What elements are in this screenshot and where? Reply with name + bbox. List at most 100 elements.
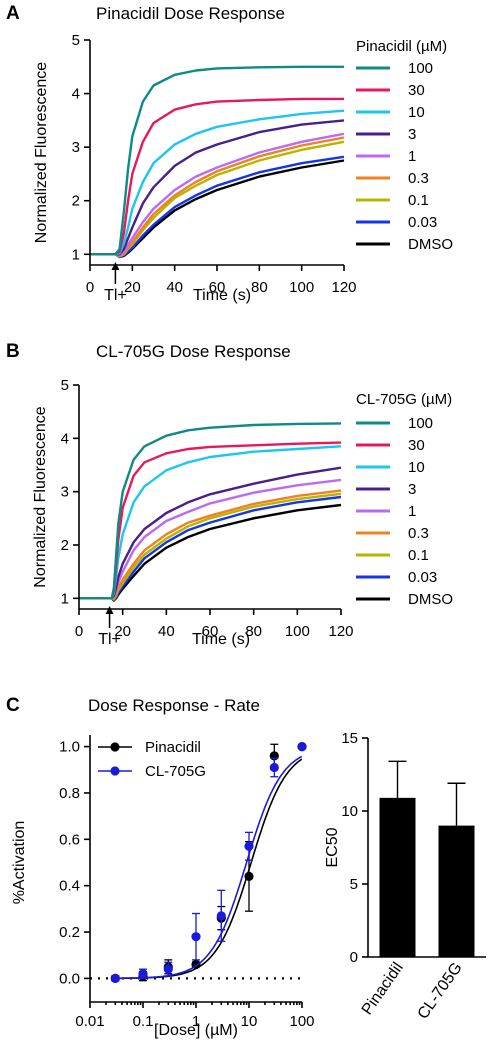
panel-c: C Dose Response - Rate 0.0 0.2 0.4 0.6 0.8 1.0 0…: [6, 695, 315, 1039]
y-tick-label: 3: [61, 484, 69, 501]
series-line-100: [90, 65, 344, 256]
x-tick-label: 60: [202, 623, 219, 640]
panel-c-bars: Pinacidil CL-705G 0 5 10 15 EC50: [324, 730, 486, 1022]
data-point: [191, 932, 201, 942]
x-tick-label: 100: [289, 1013, 314, 1030]
series-line-100: [79, 422, 342, 600]
y-tick-label: 10: [341, 803, 358, 820]
y-tick-label: 1.0: [59, 739, 80, 756]
y-tick-label: 0.6: [59, 831, 80, 848]
legend-entry: 3: [408, 126, 416, 143]
legend-entry: 100: [408, 60, 433, 77]
legend-entry: DMSO: [408, 591, 453, 608]
y-axis-label: %Activation: [11, 821, 28, 905]
y-tick-label: 2: [61, 537, 69, 554]
bar-cl-705g: [438, 825, 475, 957]
x-axis-label: Time (s): [192, 631, 250, 648]
x-tick-label: 10: [241, 1013, 258, 1030]
legend-entry: 0.1: [408, 547, 429, 564]
y-tick-label: 0: [350, 949, 358, 966]
legend-entry: 0.3: [408, 525, 429, 542]
x-tick-label: 20: [114, 623, 131, 640]
x-axis-label: Time (s): [193, 287, 251, 304]
arrow-head-icon: [105, 606, 114, 614]
legend-entry: DMSO: [408, 236, 453, 253]
panel-letter: A: [6, 3, 20, 24]
x-category-label: CL-705G: [415, 960, 466, 1023]
x-category-label: Pinacidil: [359, 960, 407, 1019]
annotation-label: Tl+: [104, 287, 127, 304]
x-tick-label: 60: [209, 279, 226, 296]
y-axis-label: EC50: [324, 827, 341, 867]
series-line-10: [90, 109, 345, 256]
x-tick-label: 40: [158, 623, 175, 640]
legend-entry: 100: [408, 415, 433, 432]
x-tick-label: 100: [285, 623, 310, 640]
y-tick-label: 5: [350, 876, 358, 893]
chart-title: Pinacidil Dose Response: [96, 4, 285, 23]
data-point: [110, 973, 120, 984]
legend-entry: 3: [408, 481, 416, 498]
x-tick-label: 0.01: [75, 1013, 104, 1030]
legend-entry: CL-705G: [145, 763, 206, 780]
data-point: [297, 741, 307, 752]
x-tick-label: 80: [251, 279, 268, 296]
x-tick-label: 80: [245, 623, 262, 640]
x-tick-label: 0.1: [133, 1013, 154, 1030]
y-tick-label: 3: [72, 139, 80, 156]
x-tick-label: 100: [289, 279, 314, 296]
data-point: [244, 871, 254, 882]
panel-letter: C: [6, 695, 20, 716]
chart-title: CL-705G Dose Response: [96, 342, 291, 361]
legend-marker: [110, 766, 120, 776]
y-axis-label: Normalized Fluorescence: [33, 62, 50, 244]
legend-entry: 0.3: [408, 170, 429, 187]
legend-entry: Pinacidil: [145, 739, 201, 756]
x-tick-label: 40: [166, 279, 183, 296]
y-tick-label: 1: [72, 246, 80, 263]
y-tick-label: 5: [72, 32, 80, 49]
data-point: [138, 969, 148, 979]
legend-entry: 0.03: [408, 214, 437, 231]
y-tick-label: 2: [72, 193, 80, 210]
bar-pinacidil: [379, 797, 416, 957]
x-tick-label: 0: [75, 623, 83, 640]
y-tick-label: 1: [61, 590, 69, 607]
legend-entry: 1: [408, 503, 416, 520]
y-tick-label: 4: [61, 430, 69, 447]
x-tick-label: 120: [328, 623, 353, 640]
panel-letter: B: [6, 341, 20, 362]
legend-title: CL-705G (µM): [356, 391, 452, 408]
legend-entry: 0.03: [408, 569, 437, 586]
y-tick-label: 15: [341, 730, 358, 747]
y-tick-label: 4: [72, 86, 80, 103]
fit-curve-cl-705g: [115, 755, 303, 980]
x-axis-label: [Dose] (µM): [154, 1022, 238, 1039]
y-axis-label: Normalized Fluorescence: [32, 406, 49, 588]
legend-marker: [110, 742, 120, 752]
x-tick-label: 20: [124, 279, 141, 296]
annotation-label: Tl+: [98, 631, 121, 648]
legend-entry: 30: [408, 82, 425, 99]
y-tick-label: 0.0: [59, 970, 80, 987]
legend-title: Pinacidil (µM): [356, 38, 447, 55]
x-tick-label: 0: [86, 279, 94, 296]
arrow-head-icon: [111, 262, 120, 270]
legend-entry: 10: [408, 104, 425, 121]
panel-b: B CL-705G Dose Response 1 2 3 4 5 0 20 40 60 80 100 1…: [6, 341, 453, 648]
chart-title: Dose Response - Rate: [88, 696, 260, 715]
legend-entry: 1: [408, 148, 416, 165]
data-point: [216, 911, 226, 921]
y-tick-label: 0.2: [59, 924, 80, 941]
x-tick-label: 120: [331, 279, 356, 296]
y-tick-label: 0.8: [59, 785, 80, 802]
fit-curve-pinacidil: [115, 758, 303, 980]
y-tick-label: 5: [61, 377, 69, 394]
data-point: [163, 964, 173, 974]
x-tick-label: 1: [192, 1013, 200, 1030]
legend-entry: 10: [408, 459, 425, 476]
y-tick-label: 0.4: [59, 878, 80, 895]
data-point: [244, 841, 254, 851]
